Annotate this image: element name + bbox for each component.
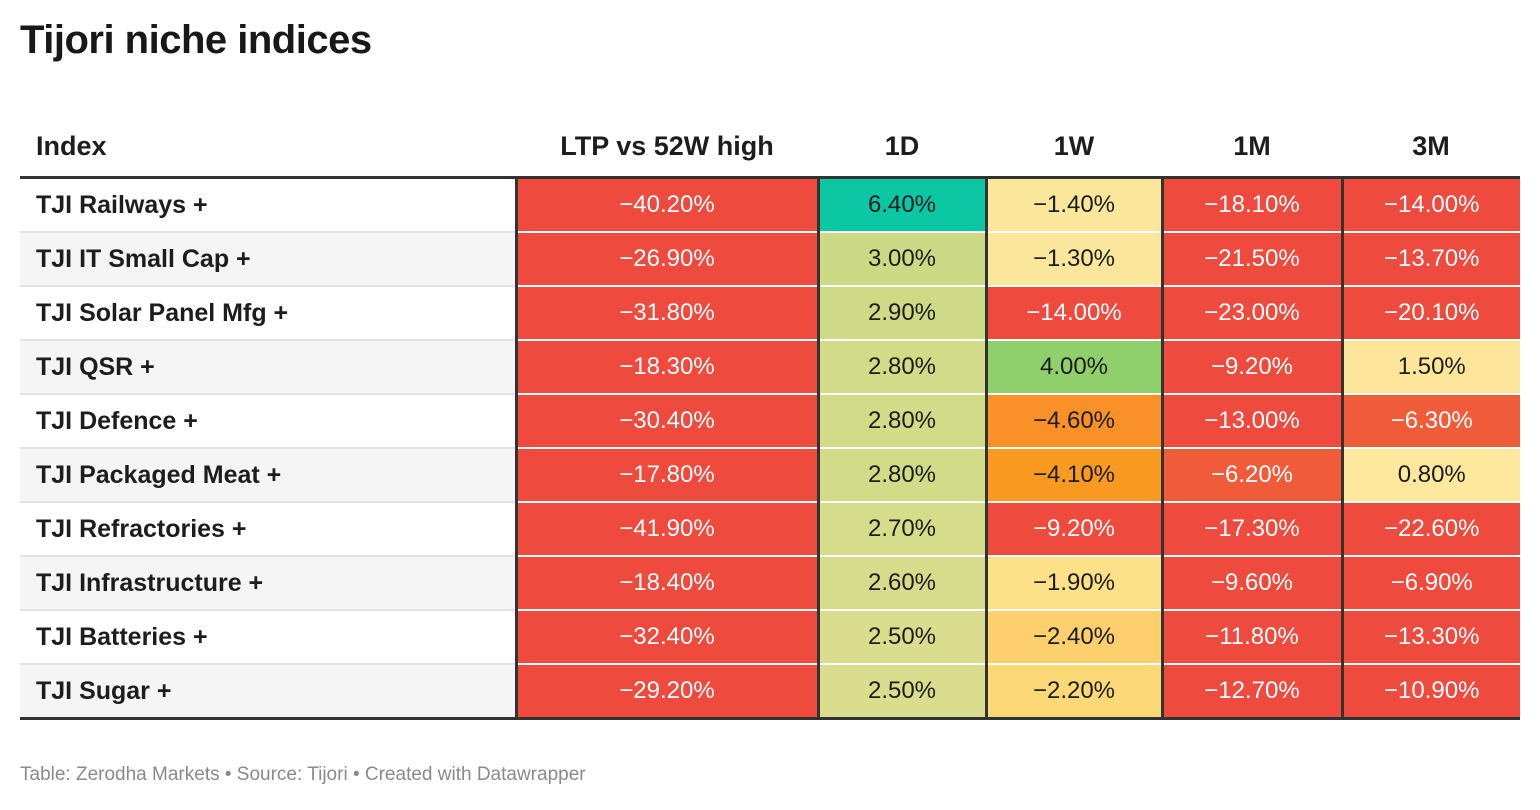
index-name-cell: TJI Defence + [20, 394, 516, 449]
value-cell-1d: 2.50% [816, 664, 986, 720]
value-cell-3m: −6.30% [1340, 394, 1520, 449]
value-cell-3m: −10.90% [1340, 664, 1520, 720]
table-row: TJI Batteries + −32.40% 2.50% −2.40% −11.80%… [20, 610, 1520, 665]
column-header-1w[interactable]: 1W [986, 116, 1162, 179]
value-cell-3m: −13.70% [1340, 232, 1520, 287]
value-cell-3m: −6.90% [1340, 556, 1520, 611]
value-cell-3m: −13.30% [1340, 610, 1520, 665]
value-cell-ltp-vs-52w-high: −40.20% [514, 177, 818, 233]
index-name-cell: TJI Solar Panel Mfg + [20, 286, 516, 341]
value-cell-ltp-vs-52w-high: −41.90% [514, 502, 818, 557]
value-cell-1w: −2.20% [984, 664, 1162, 720]
table-body: TJI Railways + −40.20% 6.40% −1.40% −18.10% −… [20, 177, 1520, 720]
value-cell-1w: −9.20% [984, 502, 1162, 557]
value-cell-1m: −9.20% [1160, 340, 1342, 395]
index-name-cell: TJI Infrastructure + [20, 556, 516, 611]
column-header-1d[interactable]: 1D [818, 116, 986, 179]
value-cell-1d: 2.70% [816, 502, 986, 557]
value-cell-ltp-vs-52w-high: −17.80% [514, 448, 818, 503]
header-row: Index LTP vs 52W high 1D 1W 1M 3M [20, 116, 1520, 179]
table-row: TJI IT Small Cap + −26.90% 3.00% −1.30% −21.… [20, 232, 1520, 287]
value-cell-1w: −2.40% [984, 610, 1162, 665]
value-cell-1m: −11.80% [1160, 610, 1342, 665]
value-cell-3m: 1.50% [1340, 340, 1520, 395]
table-row: TJI Sugar + −29.20% 2.50% −2.20% −12.70% −10.… [20, 664, 1520, 720]
column-header-3m[interactable]: 3M [1342, 116, 1520, 179]
value-cell-1d: 2.50% [816, 610, 986, 665]
value-cell-1d: 6.40% [816, 177, 986, 233]
value-cell-ltp-vs-52w-high: −18.30% [514, 340, 818, 395]
table-title: Tijori niche indices [20, 18, 372, 62]
value-cell-1m: −12.70% [1160, 664, 1342, 720]
value-cell-ltp-vs-52w-high: −18.40% [514, 556, 818, 611]
value-cell-1d: 2.80% [816, 448, 986, 503]
value-cell-ltp-vs-52w-high: −26.90% [514, 232, 818, 287]
value-cell-ltp-vs-52w-high: −31.80% [514, 286, 818, 341]
index-name-cell: TJI Railways + [20, 177, 516, 233]
value-cell-1m: −13.00% [1160, 394, 1342, 449]
index-name-cell: TJI Sugar + [20, 664, 516, 720]
value-cell-1d: 2.60% [816, 556, 986, 611]
table-row: TJI Defence + −30.40% 2.80% −4.60% −13.00% −6… [20, 394, 1520, 449]
table-row: TJI Infrastructure + −18.40% 2.60% −1.90% −9… [20, 556, 1520, 611]
value-cell-1w: −1.30% [984, 232, 1162, 287]
value-cell-ltp-vs-52w-high: −29.20% [514, 664, 818, 720]
value-cell-1w: −1.40% [984, 177, 1162, 233]
table-row: TJI Refractories + −41.90% 2.70% −9.20% −17.… [20, 502, 1520, 557]
value-cell-ltp-vs-52w-high: −32.40% [514, 610, 818, 665]
index-name-cell: TJI Refractories + [20, 502, 516, 557]
index-name-cell: TJI QSR + [20, 340, 516, 395]
index-name-cell: TJI Batteries + [20, 610, 516, 665]
value-cell-1m: −6.20% [1160, 448, 1342, 503]
value-cell-1m: −23.00% [1160, 286, 1342, 341]
value-cell-1d: 2.90% [816, 286, 986, 341]
column-header-1m[interactable]: 1M [1162, 116, 1342, 179]
value-cell-1m: −9.60% [1160, 556, 1342, 611]
value-cell-1d: 2.80% [816, 340, 986, 395]
value-cell-1w: 4.00% [984, 340, 1162, 395]
indices-table: Index LTP vs 52W high 1D 1W 1M 3M TJI Ra… [20, 116, 1520, 720]
value-cell-1m: −18.10% [1160, 177, 1342, 233]
footer-credits: Table: Zerodha Markets • Source: Tijori … [20, 764, 586, 785]
value-cell-ltp-vs-52w-high: −30.40% [514, 394, 818, 449]
value-cell-1w: −4.10% [984, 448, 1162, 503]
value-cell-1w: −14.00% [984, 286, 1162, 341]
table-row: TJI Railways + −40.20% 6.40% −1.40% −18.10% −… [20, 177, 1520, 233]
column-header-index[interactable]: Index [20, 116, 516, 179]
value-cell-1w: −1.90% [984, 556, 1162, 611]
table-header: Index LTP vs 52W high 1D 1W 1M 3M [20, 116, 1520, 179]
value-cell-1d: 3.00% [816, 232, 986, 287]
value-cell-3m: −22.60% [1340, 502, 1520, 557]
table-row: TJI Packaged Meat + −17.80% 2.80% −4.10% −6.… [20, 448, 1520, 503]
index-name-cell: TJI IT Small Cap + [20, 232, 516, 287]
value-cell-1w: −4.60% [984, 394, 1162, 449]
value-cell-1m: −21.50% [1160, 232, 1342, 287]
index-name-cell: TJI Packaged Meat + [20, 448, 516, 503]
table-row: TJI QSR + −18.30% 2.80% 4.00% −9.20% 1.50% [20, 340, 1520, 395]
value-cell-3m: −20.10% [1340, 286, 1520, 341]
value-cell-1d: 2.80% [816, 394, 986, 449]
value-cell-3m: 0.80% [1340, 448, 1520, 503]
value-cell-1m: −17.30% [1160, 502, 1342, 557]
table-row: TJI Solar Panel Mfg + −31.80% 2.90% −14.00%… [20, 286, 1520, 341]
column-header-ltp-vs-52w-high[interactable]: LTP vs 52W high [516, 116, 818, 179]
value-cell-3m: −14.00% [1340, 177, 1520, 233]
